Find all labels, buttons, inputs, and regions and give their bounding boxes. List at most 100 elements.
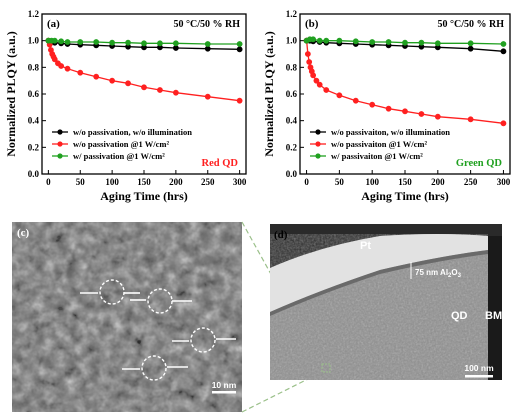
data-point-s3 (323, 37, 330, 44)
qd-label: QD (451, 310, 468, 322)
data-point-s3 (141, 40, 147, 47)
legend-marker-3 (57, 153, 63, 159)
scale-bar-c (212, 391, 236, 394)
x-tick-label: 100 (365, 177, 379, 187)
data-point-s2 (109, 77, 116, 84)
x-tick-label: 250 (464, 177, 478, 187)
legend-entry-2: w/o passivation @1 W/cm² (73, 139, 169, 149)
scale-bar-d (465, 375, 493, 378)
qd-type-label: Green QD (456, 158, 503, 169)
data-point-s3 (402, 39, 408, 46)
data-point-s2 (316, 81, 323, 88)
data-point-s3 (236, 41, 243, 47)
data-point-s2 (369, 101, 376, 108)
plot-frame (41, 13, 247, 175)
data-point-s1 (236, 46, 243, 53)
legend-entry-3: w/ passivation @1 W/cm² (73, 151, 165, 161)
qd-type-label: Red QD (202, 158, 239, 169)
data-point-s2 (434, 113, 441, 120)
y-tick-label: 1.0 (286, 36, 298, 46)
data-point-s3 (157, 40, 163, 47)
y-tick-label: 0.6 (28, 89, 40, 99)
data-point-s3 (77, 39, 84, 45)
y-tick-label: 0.2 (286, 142, 298, 152)
condition-label: 50 °C/50 % RH (174, 19, 241, 30)
x-tick-label: 200 (169, 177, 183, 187)
x-tick-label: 50 (76, 177, 86, 187)
data-point-s2 (64, 65, 71, 72)
x-axis-label: Aging Time (hrs) (100, 189, 188, 203)
data-point-s2 (306, 59, 313, 65)
y-tick-label: 1.2 (28, 9, 40, 19)
data-point-s2 (336, 92, 343, 99)
data-point-s2 (323, 87, 330, 93)
scale-bar-d-label: 100 nm (464, 363, 494, 373)
data-point-s2 (172, 89, 179, 96)
x-tick-label: 150 (398, 177, 412, 187)
panel-label: (a) (47, 18, 60, 30)
data-point-s3 (93, 39, 100, 45)
zoom-box (321, 363, 331, 373)
bm-label: BM (485, 310, 502, 322)
data-point-s3 (418, 39, 425, 46)
plot-frame (299, 13, 511, 175)
chart-panel-b: 0 50 100 150 200 250 300 0.0 0.2 0.4 0.6 0.8 1.0 1.2 A… (262, 9, 511, 203)
data-point-s3 (51, 37, 58, 44)
legend-marker-3 (315, 153, 321, 159)
data-point-s2 (58, 63, 65, 69)
tem-image-c-texture (12, 222, 242, 412)
data-point-s2 (157, 87, 163, 93)
legend-entry-3: w/ passivaiton @1 W/cm² (331, 151, 423, 161)
data-point-s2 (204, 93, 211, 100)
al2o3-thickness-label: 75 nm Al2O3 (415, 268, 462, 279)
data-point-s2 (467, 116, 474, 123)
data-point-s2 (77, 69, 84, 76)
data-point-s2 (500, 120, 507, 127)
data-point-s2 (418, 111, 425, 117)
bm-layer (488, 236, 502, 380)
data-point-s2 (304, 51, 311, 57)
x-axis-label: Aging Time (hrs) (361, 189, 449, 203)
data-point-s3 (64, 39, 71, 45)
data-point-s1 (467, 45, 474, 52)
qd-diameter-markers (80, 292, 236, 370)
data-point-s3 (125, 39, 131, 46)
data-point-s3 (172, 40, 179, 47)
data-point-s2 (51, 56, 58, 63)
legend-marker-2 (57, 141, 63, 147)
scale-bar-c-label: 10 nm (212, 380, 237, 390)
data-point-s3 (336, 37, 343, 44)
data-point-s2 (310, 72, 317, 79)
x-tick-label: 0 (46, 177, 51, 187)
data-point-s2 (93, 73, 100, 80)
x-tick-label: 50 (335, 177, 345, 187)
y-tick-label: 0.4 (28, 116, 40, 126)
data-point-s3 (369, 39, 376, 45)
data-point-s3 (58, 38, 65, 45)
data-point-s3 (204, 41, 211, 47)
chart-panel-a: 0 50 100 150 200 250 300 0.0 0.2 0.4 0.6 0.8 1.0 1.2 A… (4, 9, 247, 203)
al2o3-layer (270, 234, 488, 312)
legend-marker-2 (315, 141, 321, 147)
legend-entry-1: w/o passivaiton, w/o illumination (331, 127, 450, 137)
pt-label: Pt (360, 240, 371, 252)
tem-image-panel-d: 75 nm Al2O3 Pt QD BM 100 nm (d) (270, 224, 502, 380)
pt-layer (270, 224, 502, 380)
data-point-s1 (500, 48, 507, 55)
y-tick-label: 0.0 (286, 169, 298, 179)
data-point-s2 (236, 97, 243, 104)
data-point-s2 (313, 77, 320, 84)
tem-image-panel-c: 10 nm (c) (12, 222, 242, 412)
y-tick-label: 0.0 (28, 169, 40, 179)
data-point-s2 (402, 108, 408, 115)
data-point-s3 (316, 37, 323, 44)
y-tick-label: 1.2 (286, 9, 298, 19)
qd-circle-4 (141, 355, 167, 381)
x-tick-label: 300 (497, 177, 511, 187)
y-axis-label: Normalized PLQY (a.u.) (262, 31, 276, 157)
x-tick-label: 250 (201, 177, 215, 187)
y-tick-label: 0.8 (286, 62, 298, 72)
data-point-s3 (310, 36, 317, 43)
y-tick-label: 0.6 (286, 89, 298, 99)
